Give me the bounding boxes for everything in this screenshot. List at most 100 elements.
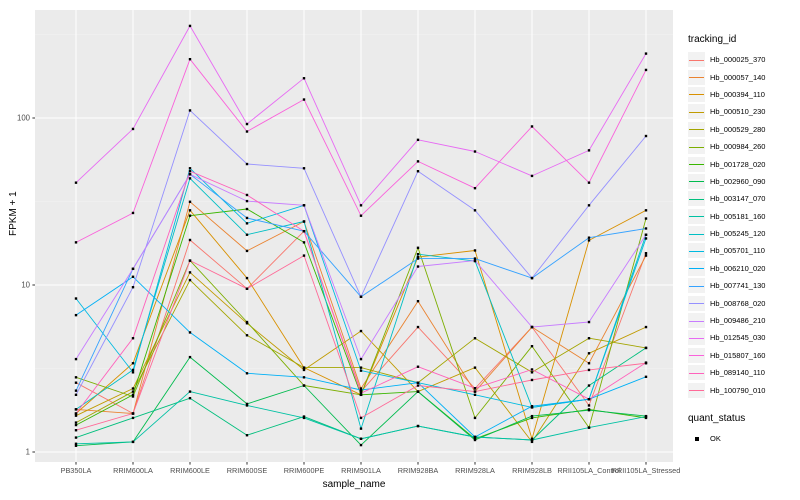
data-point bbox=[416, 424, 420, 428]
data-point bbox=[530, 414, 534, 418]
tracking-legend-items: Hb_000025_370 Hb_000057_140 Hb_000394_110 H… bbox=[688, 51, 800, 399]
legend-item-label: Hb_001728_020 bbox=[710, 159, 766, 169]
legend-item-label: Hb_012545_030 bbox=[710, 333, 766, 343]
data-point bbox=[644, 68, 648, 72]
data-point bbox=[473, 393, 477, 397]
legend-key-line-icon bbox=[688, 208, 705, 224]
data-point bbox=[131, 412, 135, 415]
data-point bbox=[188, 238, 192, 242]
data-point bbox=[359, 390, 363, 393]
legend-item-Hb_000510_230: Hb_000510_230 bbox=[688, 103, 800, 120]
data-point bbox=[131, 440, 135, 444]
data-point bbox=[245, 372, 249, 375]
data-point bbox=[530, 174, 534, 178]
data-point bbox=[245, 404, 249, 407]
data-point bbox=[188, 200, 192, 203]
data-point bbox=[473, 249, 477, 252]
legend-item-Hb_001728_020: Hb_001728_020 bbox=[688, 155, 800, 172]
data-point bbox=[188, 57, 192, 61]
data-point bbox=[245, 434, 249, 437]
data-point bbox=[131, 393, 135, 397]
legend-item-label: Hb_000394_110 bbox=[710, 89, 765, 99]
data-point bbox=[644, 325, 648, 329]
data-point bbox=[188, 214, 192, 217]
x-tick-label: RRIM600PE bbox=[284, 466, 325, 475]
data-point bbox=[473, 186, 477, 190]
legend-key-line-icon bbox=[688, 295, 705, 311]
data-point bbox=[473, 337, 477, 340]
legend-item-label: Hb_015807_160 bbox=[710, 350, 766, 360]
data-point bbox=[74, 442, 78, 445]
data-point bbox=[644, 217, 648, 220]
data-point bbox=[74, 414, 78, 417]
legend-item-Hb_015807_160: Hb_015807_160 bbox=[688, 347, 800, 364]
x-tick-label: RRII105LA_Control bbox=[557, 466, 621, 475]
data-point bbox=[359, 387, 363, 390]
data-point bbox=[131, 337, 135, 340]
data-point bbox=[359, 443, 363, 447]
legend-title-tracking-id: tracking_id bbox=[688, 34, 737, 45]
data-point bbox=[359, 357, 363, 361]
legend-item-label: Hb_089140_110 bbox=[710, 368, 765, 378]
data-point bbox=[131, 387, 135, 390]
data-point bbox=[359, 295, 363, 298]
data-point bbox=[74, 408, 78, 411]
data-point bbox=[359, 369, 363, 372]
data-point bbox=[416, 384, 420, 387]
data-point bbox=[416, 246, 420, 250]
data-point bbox=[245, 287, 249, 290]
data-point bbox=[473, 366, 477, 369]
data-point bbox=[530, 371, 534, 374]
data-point bbox=[188, 331, 192, 334]
data-point bbox=[188, 355, 192, 359]
x-tick-label: RRIM600SE bbox=[227, 466, 268, 475]
x-tick-label: PB350LA bbox=[61, 466, 92, 475]
legend-item-Hb_003147_070: Hb_003147_070 bbox=[688, 190, 800, 207]
data-point bbox=[302, 254, 306, 257]
data-point bbox=[416, 299, 420, 303]
legend-item-Hb_008768_020: Hb_008768_020 bbox=[688, 294, 800, 311]
legend-title-quant-status: quant_status bbox=[688, 412, 746, 424]
data-point bbox=[530, 437, 534, 440]
data-point bbox=[188, 259, 192, 262]
data-point bbox=[131, 416, 135, 420]
data-point bbox=[644, 209, 648, 212]
legend-item-label: Hb_005245_120 bbox=[710, 229, 766, 239]
data-point bbox=[644, 52, 648, 55]
data-point bbox=[587, 239, 591, 242]
data-point bbox=[302, 368, 306, 372]
data-point bbox=[245, 233, 249, 236]
data-point bbox=[416, 138, 420, 142]
data-point bbox=[587, 368, 591, 372]
data-point bbox=[587, 398, 591, 401]
data-point bbox=[74, 241, 78, 244]
data-point bbox=[131, 267, 135, 271]
y-tick-label: 1 bbox=[26, 448, 30, 457]
data-point bbox=[302, 241, 306, 244]
data-point bbox=[245, 334, 249, 337]
y-tick-label: 100 bbox=[17, 114, 31, 123]
legend-item-Hb_012545_030: Hb_012545_030 bbox=[688, 329, 800, 346]
legend-item-Hb_009486_210: Hb_009486_210 bbox=[688, 312, 800, 329]
data-point bbox=[644, 227, 648, 230]
data-point bbox=[587, 337, 591, 340]
legend-item-label: Hb_008768_020 bbox=[710, 298, 766, 308]
legend-item-Hb_007741_130: Hb_007741_130 bbox=[688, 277, 800, 294]
data-point bbox=[74, 381, 78, 384]
data-point bbox=[359, 437, 363, 440]
data-point bbox=[74, 297, 78, 300]
data-point bbox=[74, 389, 78, 392]
data-point bbox=[644, 362, 648, 365]
data-point bbox=[74, 436, 78, 439]
data-point bbox=[473, 209, 477, 212]
x-tick-label: RRIM928BA bbox=[398, 466, 439, 475]
data-point bbox=[74, 412, 78, 415]
legend-item-label: Hb_100790_010 bbox=[710, 385, 766, 395]
data-point bbox=[359, 388, 363, 392]
data-point bbox=[245, 276, 249, 280]
data-point bbox=[188, 167, 192, 170]
data-point bbox=[644, 375, 648, 379]
legend-key-line-icon bbox=[688, 173, 705, 189]
data-point bbox=[416, 381, 420, 384]
data-point bbox=[245, 130, 249, 133]
